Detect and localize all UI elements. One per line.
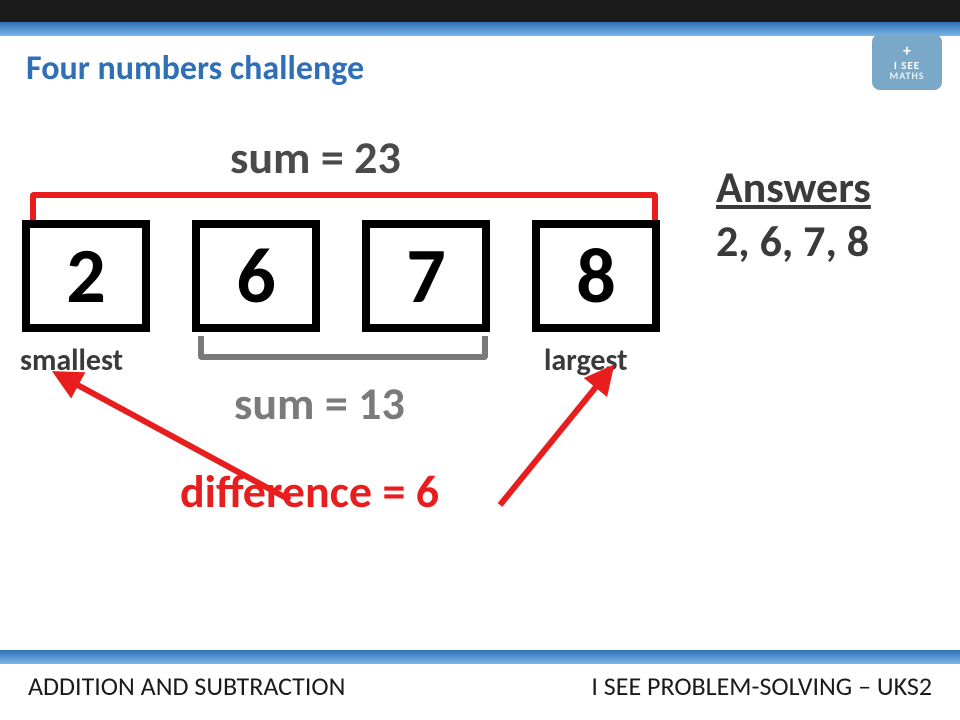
top-bar [0, 0, 960, 22]
arrows-overlay [0, 0, 960, 720]
number-boxes-row: 2 6 7 8 [22, 220, 660, 332]
number-box-3: 7 [362, 220, 490, 332]
difference-label: difference = 6 [180, 464, 439, 520]
number-box-2: 6 [192, 220, 320, 332]
smallest-label: smallest [20, 342, 123, 379]
page: Four numbers challenge + I SEE MATHS sum… [0, 0, 960, 720]
logo-line2: MATHS [889, 71, 924, 81]
logo-plus-icon: + [903, 44, 911, 60]
footer-gradient-bar [0, 650, 960, 664]
sum-bottom-label: sum = 13 [234, 376, 405, 432]
number-box-4: 8 [532, 220, 660, 332]
largest-label: largest [544, 342, 628, 379]
number-box-1: 2 [22, 220, 150, 332]
answers-values: 2, 6, 7, 8 [716, 214, 869, 268]
answers-heading: Answers [716, 160, 871, 214]
page-title: Four numbers challenge [26, 48, 364, 89]
sum-top-label: sum = 23 [230, 130, 401, 186]
logo-badge: + I SEE MATHS [872, 34, 942, 90]
header-gradient-bar [0, 22, 960, 36]
footer-left: ADDITION AND SUBTRACTION [28, 670, 345, 702]
footer-right: I SEE PROBLEM-SOLVING – UKS2 [591, 670, 932, 702]
arrow-right [500, 382, 600, 505]
bracket-bottom [198, 336, 488, 360]
